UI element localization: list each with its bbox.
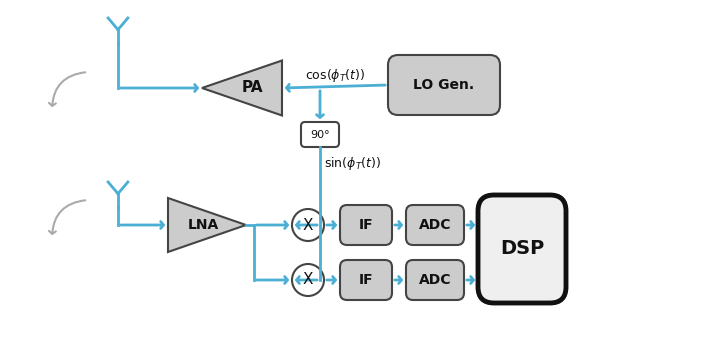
FancyBboxPatch shape	[406, 260, 464, 300]
Text: $\cos(\phi_T(t))$: $\cos(\phi_T(t))$	[305, 66, 365, 84]
Text: X: X	[302, 218, 313, 232]
Polygon shape	[202, 60, 282, 115]
Text: DSP: DSP	[500, 239, 544, 258]
Circle shape	[292, 209, 324, 241]
FancyBboxPatch shape	[340, 260, 392, 300]
Circle shape	[292, 264, 324, 296]
Text: $\sin(\phi_T(t))$: $\sin(\phi_T(t))$	[324, 154, 381, 172]
Text: IF: IF	[359, 218, 373, 232]
Text: LNA: LNA	[187, 218, 219, 232]
Text: LO Gen.: LO Gen.	[413, 78, 474, 92]
FancyBboxPatch shape	[340, 205, 392, 245]
Text: X: X	[302, 272, 313, 287]
Text: ADC: ADC	[419, 218, 451, 232]
Text: ADC: ADC	[419, 273, 451, 287]
FancyBboxPatch shape	[478, 195, 566, 303]
Text: 90°: 90°	[310, 130, 330, 139]
Text: IF: IF	[359, 273, 373, 287]
Text: PA: PA	[241, 80, 263, 95]
FancyBboxPatch shape	[388, 55, 500, 115]
FancyBboxPatch shape	[406, 205, 464, 245]
FancyBboxPatch shape	[301, 122, 339, 147]
Polygon shape	[168, 198, 246, 252]
